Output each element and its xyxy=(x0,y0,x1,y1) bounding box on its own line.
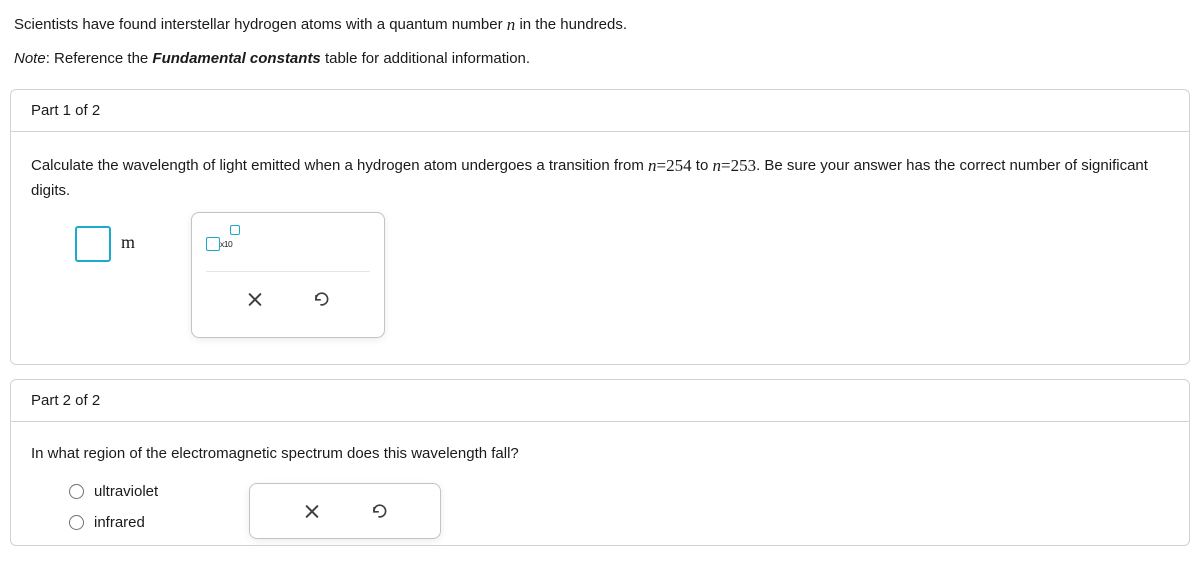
intro-var-n: n xyxy=(507,15,516,34)
part-1-body: Calculate the wavelength of light emitte… xyxy=(11,132,1189,364)
part2-clear-button[interactable] xyxy=(299,498,325,524)
scipad-actions-row xyxy=(192,272,384,326)
radio-icon xyxy=(69,515,84,530)
q1-val2: 253 xyxy=(731,156,757,175)
intro-suffix: in the hundreds. xyxy=(515,16,627,33)
x10-base-box-icon xyxy=(206,237,220,251)
note-lead: Note xyxy=(14,50,46,67)
part2-actions-row xyxy=(250,484,440,538)
wavelength-input[interactable] xyxy=(75,226,111,262)
note-em: Fundamental constants xyxy=(152,50,320,67)
intro-prefix: Scientists have found interstellar hydro… xyxy=(14,16,507,33)
q1-eq1: = xyxy=(657,156,667,175)
note-tail: table for additional information. xyxy=(321,50,530,67)
q1-eq2: = xyxy=(721,156,731,175)
option-ultraviolet-label: ultraviolet xyxy=(94,483,158,500)
part-1-answer-row: m x10 xyxy=(31,226,1169,336)
q1-var2: n xyxy=(712,156,721,175)
x-icon xyxy=(305,504,319,518)
part-1-card: Part 1 of 2 Calculate the wavelength of … xyxy=(10,89,1190,365)
undo-icon xyxy=(369,501,389,521)
q1-b: to xyxy=(692,157,713,174)
part-2-question: In what region of the electromagnetic sp… xyxy=(31,442,1169,465)
undo-button[interactable] xyxy=(308,286,334,312)
problem-page: Scientists have found interstellar hydro… xyxy=(0,0,1200,562)
x10-label: x10 xyxy=(220,239,232,249)
q1-a: Calculate the wavelength of light emitte… xyxy=(31,157,648,174)
times-ten-power-button[interactable]: x10 xyxy=(206,223,246,257)
part-1-question: Calculate the wavelength of light emitte… xyxy=(31,152,1169,202)
part-1-header: Part 1 of 2 xyxy=(11,90,1189,132)
intro-note: Note: Reference the Fundamental constant… xyxy=(14,47,1186,71)
part-2-card: Part 2 of 2 In what region of the electr… xyxy=(10,379,1190,546)
x10-exp-box-icon xyxy=(230,225,240,235)
q1-var1: n xyxy=(648,156,657,175)
spectrum-options: ultraviolet infrared xyxy=(69,483,209,545)
option-infrared-label: infrared xyxy=(94,514,145,531)
part-2-body: In what region of the electromagnetic sp… xyxy=(11,422,1189,545)
part-2-header: Part 2 of 2 xyxy=(11,380,1189,422)
option-ultraviolet[interactable]: ultraviolet xyxy=(69,483,209,500)
part-2-answer-row: ultraviolet infrared xyxy=(31,483,1169,545)
x-icon xyxy=(248,292,262,306)
unit-label-m: m xyxy=(121,232,135,253)
scientific-notation-pad: x10 xyxy=(191,212,385,338)
part2-action-pad xyxy=(249,483,441,539)
part2-undo-button[interactable] xyxy=(366,498,392,524)
option-infrared[interactable]: infrared xyxy=(69,514,209,531)
q1-val1: 254 xyxy=(666,156,692,175)
scipad-buttons-row: x10 xyxy=(192,213,384,263)
undo-icon xyxy=(311,289,331,309)
clear-button[interactable] xyxy=(242,286,268,312)
note-mid: : Reference the xyxy=(46,50,153,67)
radio-icon xyxy=(69,484,84,499)
intro-line-1: Scientists have found interstellar hydro… xyxy=(14,10,1186,37)
intro-block: Scientists have found interstellar hydro… xyxy=(0,0,1200,77)
